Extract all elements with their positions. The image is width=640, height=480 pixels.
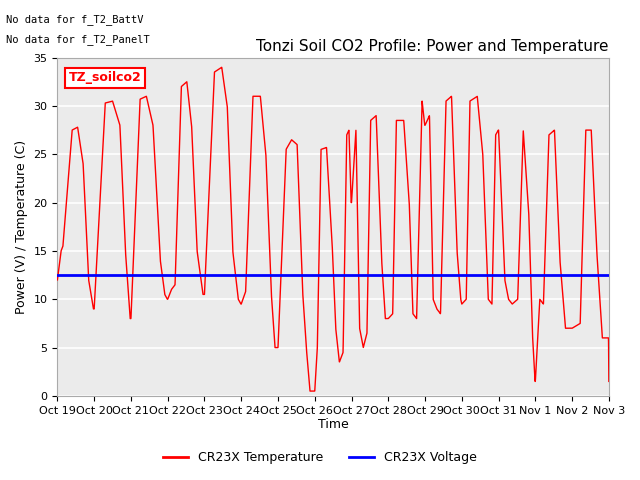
Legend: CR23X Temperature, CR23X Voltage: CR23X Temperature, CR23X Voltage xyxy=(159,446,481,469)
Text: TZ_soilco2: TZ_soilco2 xyxy=(68,72,141,84)
Y-axis label: Power (V) / Temperature (C): Power (V) / Temperature (C) xyxy=(15,140,28,314)
Text: Tonzi Soil CO2 Profile: Power and Temperature: Tonzi Soil CO2 Profile: Power and Temper… xyxy=(257,39,609,54)
X-axis label: Time: Time xyxy=(318,419,349,432)
Text: No data for f_T2_BattV: No data for f_T2_BattV xyxy=(6,14,144,25)
Text: No data for f_T2_PanelT: No data for f_T2_PanelT xyxy=(6,34,150,45)
